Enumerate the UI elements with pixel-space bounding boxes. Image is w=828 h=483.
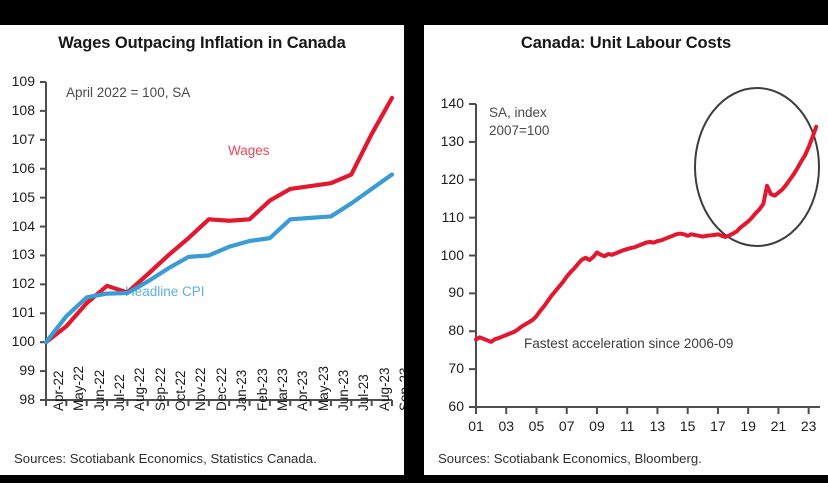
sources-note-left: Sources: Scotiabank Economics, Statistic… [14, 451, 317, 466]
chart-annotation-acceleration: Fastest acceleration since 2006-09 [524, 336, 734, 351]
x-axis-tick-label: 03 [498, 418, 515, 434]
x-axis-tick-label: Mar-23 [274, 368, 290, 411]
page-title: Wages Outpacing Inflation in Canada [58, 34, 346, 52]
chart-subtitle-note: April 2022 = 100, SA [66, 85, 191, 100]
y-axis-tick-label: 106 [11, 159, 35, 176]
x-axis-tick-label: Apr-22 [51, 370, 66, 411]
chart-panel-unit-labour-costs: Canada: Unit Labour Costs SA, index 2007… [424, 25, 828, 475]
x-axis-tick-label: 05 [528, 418, 545, 434]
y-axis-tick-label: 70 [448, 360, 464, 377]
y-axis-tick-label: 90 [448, 284, 464, 301]
x-axis-tick-label: Apr-23 [295, 370, 311, 411]
x-axis-tick-label: May-22 [71, 365, 87, 411]
x-axis-tick-label: 11 [619, 418, 635, 434]
x-axis-tick-label: 15 [679, 418, 696, 434]
x-axis-tick-label: Aug-23 [376, 367, 392, 411]
sources-note-right: Sources: Scotiabank Economics, Bloomberg… [438, 451, 702, 466]
y-axis-tick-label: 102 [11, 275, 35, 292]
x-axis-tick-label: Dec-22 [213, 367, 229, 411]
y-axis-tick-label: 108 [11, 101, 35, 118]
x-axis-tick-label: Jun-23 [335, 369, 351, 411]
y-axis-tick-label: 105 [11, 188, 35, 205]
x-axis-tick-label: Jul-23 [356, 374, 372, 411]
series-label-headline-cpi: Headline CPI [125, 284, 205, 299]
y-axis-tick-label: 107 [11, 130, 35, 147]
x-axis-tick-label: Sep-23 [397, 367, 404, 411]
y-axis-tick-label: 99 [19, 362, 35, 379]
x-axis-tick-label: 01 [468, 418, 484, 434]
x-axis-tick-label: 13 [649, 418, 666, 434]
x-axis-tick-label: 23 [800, 418, 817, 434]
chart-subtitle-note-line2: 2007=100 [489, 123, 550, 138]
y-axis-tick-label: 60 [448, 398, 464, 414]
y-axis-tick-label: 120 [440, 170, 464, 187]
y-axis-tick-label: 101 [11, 304, 35, 321]
x-axis-tick-label: 07 [558, 418, 575, 434]
x-axis-tick-label: Nov-22 [193, 367, 209, 411]
y-axis-tick-label: 130 [440, 132, 464, 149]
x-axis-tick-label: May-23 [315, 365, 331, 411]
y-axis-tick-label: 100 [440, 246, 464, 263]
x-axis-tick-label: 19 [740, 418, 756, 434]
x-axis-tick-label: 09 [589, 418, 605, 434]
y-axis-tick-label: 98 [19, 391, 35, 407]
right-chart-plot [469, 87, 820, 414]
y-axis-tick-label: 140 [440, 95, 464, 111]
x-axis-tick-label: Sep-22 [152, 367, 168, 411]
x-axis-tick-label: Aug-22 [132, 367, 148, 411]
x-axis-tick-label: Jun-22 [91, 369, 107, 411]
x-axis-tick-label: 21 [770, 418, 787, 434]
x-axis-tick-label: Oct-22 [173, 370, 189, 411]
x-axis-tick-label: Jan-23 [234, 369, 250, 411]
chart-panel-wages-vs-cpi: Wages Outpacing Inflation in Canada Apri… [0, 25, 404, 475]
x-axis-tick-label: Feb-23 [254, 368, 270, 411]
series-label-wages: Wages [228, 143, 270, 158]
chart-subtitle-note-line1: SA, index [489, 105, 547, 120]
y-axis-tick-label: 109 [11, 73, 35, 89]
y-axis-tick-label: 104 [11, 217, 35, 234]
y-axis-tick-label: 103 [11, 246, 35, 263]
left-chart-plot [40, 81, 395, 406]
x-axis-tick-label: 17 [710, 418, 726, 434]
y-axis-tick-label: 80 [448, 322, 464, 339]
y-axis-tick-label: 110 [441, 208, 464, 225]
x-axis-tick-label: Jul-22 [112, 374, 128, 411]
page-title-right: Canada: Unit Labour Costs [520, 34, 732, 52]
y-axis-tick-label: 100 [11, 333, 35, 350]
